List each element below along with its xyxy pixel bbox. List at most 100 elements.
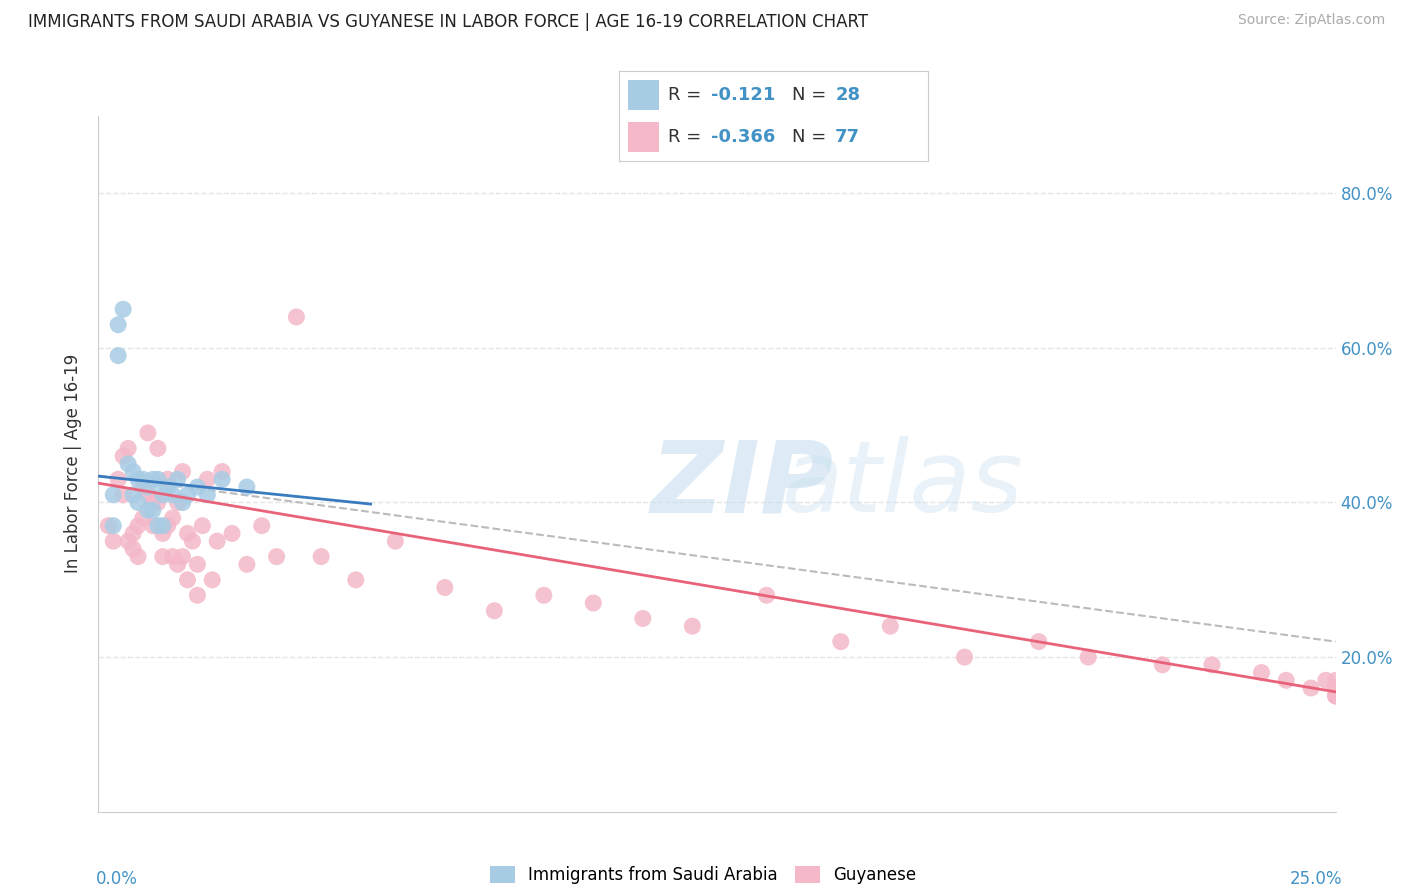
Point	[236, 558, 259, 572]
Point	[1324, 681, 1347, 695]
Point	[162, 549, 184, 564]
Legend: Immigrants from Saudi Arabia, Guyanese: Immigrants from Saudi Arabia, Guyanese	[489, 865, 917, 884]
Text: R =: R =	[668, 128, 707, 146]
Point	[103, 518, 125, 533]
Point	[127, 495, 149, 509]
Text: ZIP: ZIP	[651, 436, 834, 533]
Point	[146, 495, 169, 509]
Point	[1324, 681, 1347, 695]
Text: -0.121: -0.121	[711, 87, 776, 104]
Point	[1152, 657, 1174, 672]
Point	[879, 619, 901, 633]
Text: 77: 77	[835, 128, 860, 146]
Point	[533, 588, 555, 602]
Point	[152, 488, 174, 502]
Point	[142, 518, 165, 533]
Point	[1324, 673, 1347, 688]
Point	[132, 480, 155, 494]
Text: IMMIGRANTS FROM SAUDI ARABIA VS GUYANESE IN LABOR FORCE | AGE 16-19 CORRELATION : IMMIGRANTS FROM SAUDI ARABIA VS GUYANESE…	[28, 13, 869, 31]
Point	[582, 596, 605, 610]
Point	[156, 480, 179, 494]
Point	[211, 472, 233, 486]
Point	[186, 480, 208, 494]
Point	[1250, 665, 1272, 680]
Point	[186, 588, 208, 602]
Point	[1028, 634, 1050, 648]
Point	[142, 472, 165, 486]
Point	[146, 518, 169, 533]
Point	[755, 588, 778, 602]
Point	[211, 465, 233, 479]
Point	[1324, 681, 1347, 695]
Point	[201, 573, 224, 587]
Point	[236, 480, 259, 494]
Point	[191, 518, 214, 533]
Point	[166, 495, 188, 509]
Point	[205, 534, 228, 549]
Point	[631, 611, 654, 625]
Point	[221, 526, 243, 541]
Point	[166, 472, 188, 486]
Point	[122, 541, 145, 556]
Point	[195, 472, 218, 486]
Point	[1201, 657, 1223, 672]
Point	[103, 534, 125, 549]
Point	[309, 549, 332, 564]
Point	[127, 472, 149, 486]
Point	[181, 534, 204, 549]
Point	[1315, 673, 1337, 688]
Point	[1324, 689, 1347, 703]
Point	[156, 472, 179, 486]
Point	[152, 549, 174, 564]
Point	[136, 425, 159, 440]
Point	[166, 558, 188, 572]
Point	[172, 549, 194, 564]
Point	[285, 310, 308, 324]
Point	[162, 511, 184, 525]
Point	[132, 511, 155, 525]
Point	[117, 442, 139, 456]
Point	[1324, 689, 1347, 703]
Text: atlas: atlas	[782, 436, 1024, 533]
Point	[830, 634, 852, 648]
Point	[122, 465, 145, 479]
Point	[1324, 681, 1347, 695]
Text: -0.366: -0.366	[711, 128, 776, 146]
Point	[176, 526, 198, 541]
Point	[122, 488, 145, 502]
Point	[107, 349, 129, 363]
Point	[107, 318, 129, 332]
Point	[112, 449, 135, 463]
Point	[1299, 681, 1322, 695]
Point	[186, 558, 208, 572]
Point	[176, 488, 198, 502]
Text: 25.0%: 25.0%	[1291, 870, 1343, 888]
Text: Source: ZipAtlas.com: Source: ZipAtlas.com	[1237, 13, 1385, 28]
Point	[266, 549, 288, 564]
Point	[195, 488, 218, 502]
Point	[122, 526, 145, 541]
Text: N =: N =	[792, 128, 832, 146]
Text: 28: 28	[835, 87, 860, 104]
Point	[146, 442, 169, 456]
Point	[117, 457, 139, 471]
Point	[1324, 689, 1347, 703]
Point	[484, 604, 506, 618]
Point	[1324, 689, 1347, 703]
Point	[127, 549, 149, 564]
Point	[344, 573, 367, 587]
Bar	[628, 80, 659, 110]
Point	[103, 488, 125, 502]
Point	[112, 302, 135, 317]
Point	[152, 518, 174, 533]
Point	[142, 495, 165, 509]
Point	[132, 472, 155, 486]
Point	[172, 495, 194, 509]
Point	[1324, 681, 1347, 695]
Point	[136, 488, 159, 502]
Point	[142, 503, 165, 517]
Bar	[628, 122, 659, 152]
Point	[117, 534, 139, 549]
Point	[250, 518, 273, 533]
Point	[97, 518, 120, 533]
